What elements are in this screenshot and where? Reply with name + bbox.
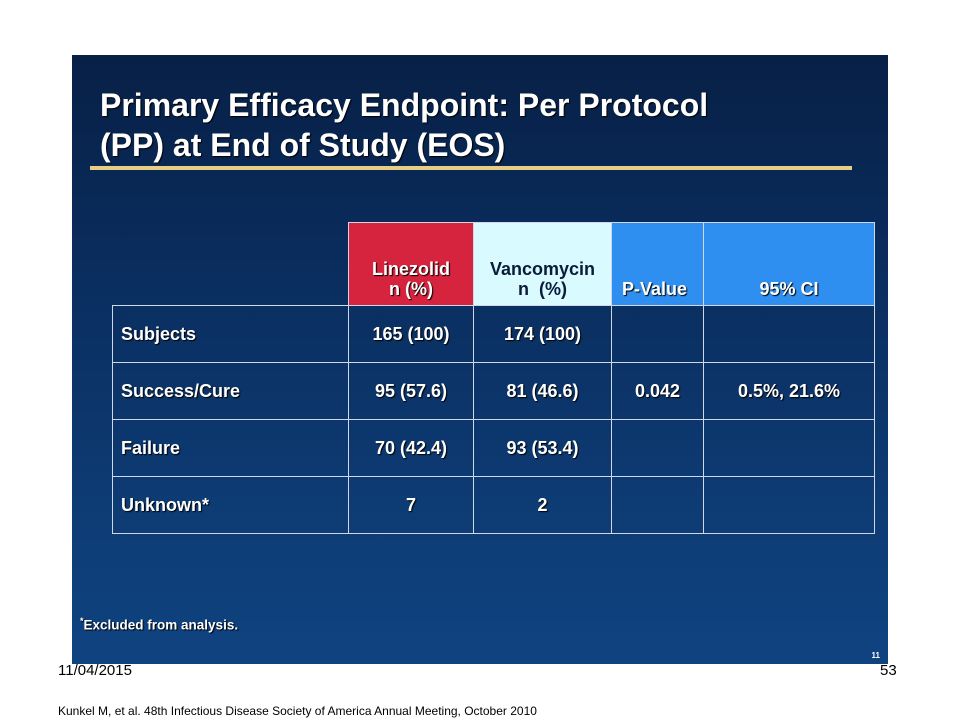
header-vancomycin-unit: n (%) bbox=[518, 279, 567, 299]
cell-linezolid: 70 (42.4) bbox=[348, 419, 474, 477]
cell-linezolid: 95 (57.6) bbox=[348, 362, 474, 420]
cell-pvalue: 0.042 bbox=[611, 362, 704, 420]
cell-pvalue bbox=[611, 419, 704, 477]
header-vancomycin-name: Vancomycin bbox=[489, 259, 596, 279]
header-linezolid-name: Linezolid bbox=[372, 259, 450, 279]
table-row-unknown: Unknown* 7 2 bbox=[112, 476, 875, 534]
header-pvalue-label: P-Value bbox=[622, 279, 688, 299]
slide-page-number: 11 bbox=[871, 651, 880, 660]
slide-panel: Primary Efficacy Endpoint: Per Protocol … bbox=[72, 55, 888, 664]
cell-ci bbox=[703, 419, 875, 477]
row-label: Unknown* bbox=[112, 476, 349, 534]
cell-ci bbox=[703, 305, 875, 363]
row-label: Failure bbox=[112, 419, 349, 477]
header-linezolid-unit: n (%) bbox=[389, 279, 433, 299]
cell-pvalue bbox=[611, 476, 704, 534]
cell-ci: 0.5%, 21.6% bbox=[703, 362, 875, 420]
results-table: Linezolid n (%) Vancomycin n (%) P-Value… bbox=[112, 222, 875, 534]
footer-citation: Kunkel M, et al. 48th Infectious Disease… bbox=[58, 704, 537, 718]
header-ci: 95% CI bbox=[703, 222, 875, 306]
cell-pvalue bbox=[611, 305, 704, 363]
header-ci-label: 95% CI bbox=[759, 279, 819, 299]
slide-title-line1: Primary Efficacy Endpoint: Per Protocol bbox=[100, 87, 709, 123]
header-pvalue: P-Value bbox=[611, 222, 704, 306]
row-label: Subjects bbox=[112, 305, 349, 363]
header-vancomycin: Vancomycin n (%) bbox=[473, 222, 612, 306]
footer-date: 11/04/2015 bbox=[58, 662, 132, 679]
cell-vancomycin: 81 (46.6) bbox=[473, 362, 612, 420]
cell-vancomycin: 93 (53.4) bbox=[473, 419, 612, 477]
cell-vancomycin: 174 (100) bbox=[473, 305, 612, 363]
header-linezolid: Linezolid n (%) bbox=[348, 222, 474, 306]
title-divider bbox=[90, 166, 852, 170]
table-row-failure: Failure 70 (42.4) 93 (53.4) bbox=[112, 419, 875, 477]
footnote-text: Excluded from analysis. bbox=[83, 617, 239, 633]
table-row-success: Success/Cure 95 (57.6) 81 (46.6) 0.042 0… bbox=[112, 362, 875, 420]
table-header-row: Linezolid n (%) Vancomycin n (%) P-Value… bbox=[113, 222, 875, 306]
footer-page-number: 53 bbox=[880, 662, 897, 679]
row-label: Success/Cure bbox=[112, 362, 349, 420]
slide-title: Primary Efficacy Endpoint: Per Protocol … bbox=[100, 85, 840, 165]
cell-vancomycin: 2 bbox=[473, 476, 612, 534]
cell-ci bbox=[703, 476, 875, 534]
cell-linezolid: 165 (100) bbox=[348, 305, 474, 363]
header-blank-cell bbox=[113, 223, 349, 306]
table-row-subjects: Subjects 165 (100) 174 (100) bbox=[112, 305, 875, 363]
slide-title-line2: (PP) at End of Study (EOS) bbox=[100, 127, 506, 163]
footnote: *Excluded from analysis. bbox=[80, 616, 238, 633]
cell-linezolid: 7 bbox=[348, 476, 474, 534]
footnote-mark: * bbox=[80, 616, 84, 626]
